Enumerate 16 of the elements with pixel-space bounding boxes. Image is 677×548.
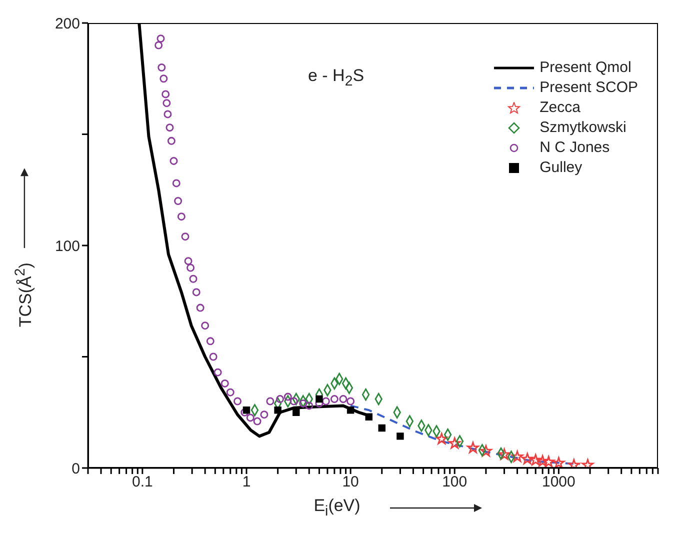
legend-label: Present Qmol — [540, 58, 632, 78]
x-axis-title: E$_{i}$(eV) — [314, 496, 360, 520]
legend-label: Gulley — [540, 158, 582, 178]
y-tick-label: 100 — [54, 238, 80, 255]
x-tick-label: 100 — [442, 474, 468, 491]
x-tick-label: 0.1 — [132, 474, 153, 491]
x-tick-label: 1000 — [542, 474, 576, 491]
y-tick-label: 200 — [54, 15, 80, 32]
legend-label: Zecca — [540, 98, 580, 118]
legend-label: Szmytkowski — [540, 118, 626, 138]
x-tick-label: 1 — [242, 474, 251, 491]
x-tick-label: 10 — [342, 474, 359, 491]
legend-label: N C Jones — [540, 138, 610, 158]
annotation: e - H$_{2}$S — [308, 66, 364, 90]
y-tick-label: 0 — [72, 460, 80, 478]
legend-label: Present SCOP — [540, 78, 638, 98]
